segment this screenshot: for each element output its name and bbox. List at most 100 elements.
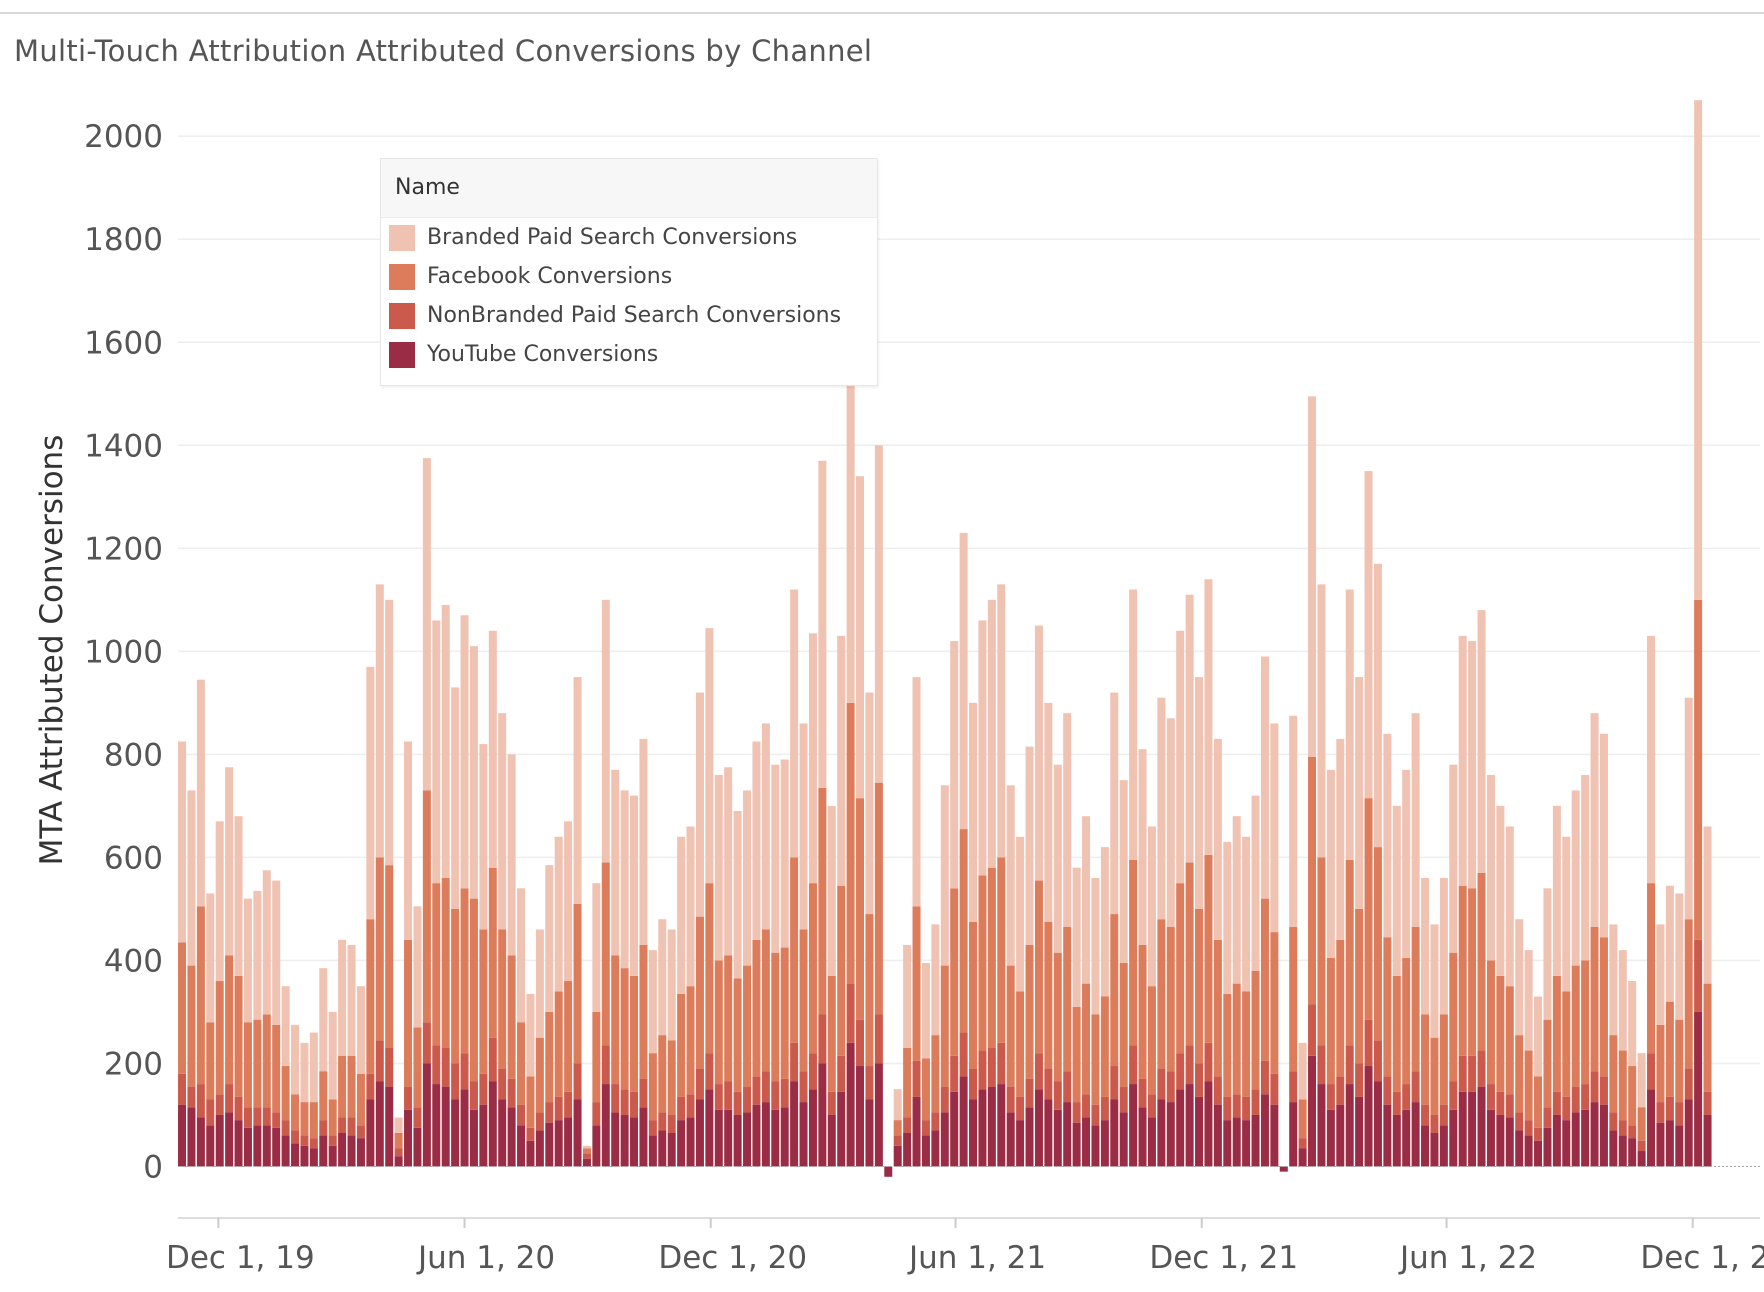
- bar-segment-nonbranded: [761, 1071, 770, 1103]
- bar-segment-branded: [1129, 589, 1138, 860]
- legend-swatch: [389, 303, 415, 329]
- bar-segment-branded: [328, 1011, 337, 1100]
- bar-segment-nonbranded: [385, 1048, 394, 1087]
- bar-segment-youtube: [1665, 1120, 1674, 1167]
- bar-segment-nonbranded: [460, 1053, 469, 1090]
- bar-segment-nonbranded: [413, 1107, 422, 1128]
- bar-segment-facebook: [507, 955, 516, 1079]
- bar-segment-branded: [1402, 769, 1411, 958]
- bar-segment-nonbranded: [987, 1048, 996, 1087]
- bar-segment-nonbranded: [1260, 1060, 1269, 1095]
- bar-segment-nonbranded: [262, 1107, 271, 1126]
- bar-segment-nonbranded: [1185, 1045, 1194, 1085]
- legend-item-nonbranded-paid-search[interactable]: NonBranded Paid Search Conversions: [381, 296, 877, 335]
- legend-item-branded-paid-search[interactable]: Branded Paid Search Conversions: [381, 218, 877, 257]
- bar-segment-facebook: [686, 986, 695, 1095]
- bar-segment-nonbranded: [639, 1078, 648, 1108]
- bar-segment-youtube: [1392, 1114, 1401, 1167]
- bar-segment-nonbranded: [187, 1086, 196, 1108]
- bar-segment-branded: [1703, 826, 1712, 984]
- bar-segment-branded: [1053, 764, 1062, 953]
- bar-segment-youtube: [780, 1107, 789, 1167]
- bar-segment-youtube: [1505, 1117, 1514, 1167]
- bar-segment-facebook: [460, 888, 469, 1054]
- bar-segment-facebook: [846, 702, 855, 984]
- bar-segment-branded: [385, 599, 394, 866]
- bar-segment-branded: [441, 604, 450, 879]
- bar-segment-nonbranded: [1609, 1112, 1618, 1131]
- bar-segment-nonbranded: [1298, 1138, 1307, 1149]
- bar-segment-youtube: [1430, 1133, 1439, 1167]
- bar-segment-nonbranded: [1665, 1096, 1674, 1121]
- bar-segment-branded: [535, 929, 544, 1038]
- bar-segment-nonbranded: [234, 1096, 243, 1121]
- bar-segment-branded: [1628, 981, 1637, 1067]
- bar-segment-facebook: [1439, 1014, 1448, 1105]
- bar-segment-youtube: [479, 1104, 488, 1167]
- bar-segment-youtube: [206, 1125, 215, 1167]
- bar-segment-youtube: [1326, 1109, 1335, 1167]
- bar-segment-youtube: [554, 1120, 563, 1167]
- bar-segment-youtube: [874, 1063, 883, 1167]
- legend-swatch: [389, 264, 415, 290]
- bar-segment-nonbranded: [1006, 1086, 1015, 1113]
- bar-segment-youtube: [1336, 1104, 1345, 1167]
- bar-segment-nonbranded: [1599, 1076, 1608, 1105]
- bar-segment-branded: [987, 599, 996, 868]
- bar-segment-facebook: [262, 1014, 271, 1108]
- bar-segment-facebook: [592, 1011, 601, 1103]
- bar-segment-nonbranded: [1166, 1071, 1175, 1103]
- bar-segment-facebook: [630, 975, 639, 1092]
- bar-segment-youtube: [903, 1133, 912, 1167]
- y-tick-label: 1000: [84, 634, 163, 670]
- bar-segment-branded: [1326, 769, 1335, 958]
- legend-item-youtube[interactable]: YouTube Conversions: [381, 335, 877, 374]
- bar-segment-facebook: [196, 906, 205, 1085]
- bar-segment-nonbranded: [1270, 1073, 1279, 1105]
- bar-segment-facebook: [705, 883, 714, 1054]
- bar-segment-branded: [686, 826, 695, 987]
- bar-segment-facebook: [1458, 885, 1467, 1056]
- bar-segment-facebook: [1317, 857, 1326, 1046]
- bar-segment-nonbranded: [272, 1112, 281, 1128]
- bar-segment-facebook: [620, 968, 629, 1090]
- bar-segment-facebook: [1402, 957, 1411, 1085]
- bar-segment-branded: [206, 893, 215, 1023]
- bar-segment-facebook: [1477, 872, 1486, 1051]
- bar-segment-facebook: [1204, 854, 1213, 1043]
- bar-segment-nonbranded: [997, 1042, 1006, 1085]
- bar-segment-branded: [1336, 738, 1345, 940]
- bar-segment-facebook: [394, 1133, 403, 1149]
- bar-segment-nonbranded: [1515, 1112, 1524, 1131]
- bar-segment-branded: [846, 301, 855, 703]
- bar-segment-facebook: [987, 867, 996, 1049]
- bar-segment-nonbranded: [714, 1084, 723, 1110]
- bar-segment-nonbranded: [1016, 1096, 1025, 1121]
- bar-segment-youtube: [856, 1066, 865, 1167]
- bar-segment-branded: [1590, 713, 1599, 927]
- bar-segment-youtube: [969, 1099, 978, 1167]
- bar-segment-branded: [498, 713, 507, 930]
- bar-segment-facebook: [799, 929, 808, 1072]
- bar-segment-nonbranded: [1430, 1114, 1439, 1134]
- bar-segment-branded: [1599, 733, 1608, 938]
- legend-item-facebook[interactable]: Facebook Conversions: [381, 257, 877, 296]
- bar-segment-branded: [404, 741, 413, 940]
- bar-segment-branded: [1204, 579, 1213, 855]
- bar-segment-youtube: [1468, 1091, 1477, 1167]
- bar-segment-facebook: [1232, 983, 1241, 1095]
- bar-segment-facebook: [714, 960, 723, 1085]
- bar-segment-youtube: [1016, 1120, 1025, 1167]
- bar-segment-branded: [1260, 656, 1269, 899]
- bar-segment-youtube: [1675, 1125, 1684, 1167]
- bar-segment-facebook: [234, 975, 243, 1097]
- bar-segment-nonbranded: [1251, 1089, 1260, 1115]
- bar-segment-branded: [1185, 594, 1194, 863]
- bar-segment-youtube: [328, 1145, 337, 1167]
- legend[interactable]: Name Branded Paid Search Conversions Fac…: [380, 158, 878, 386]
- bar-segment-nonbranded: [1326, 1084, 1335, 1110]
- bar-segment-youtube: [1656, 1122, 1665, 1167]
- bar-segment-facebook: [479, 929, 488, 1074]
- bar-segment-nonbranded: [592, 1102, 601, 1126]
- bar-segment-nonbranded: [1289, 1071, 1298, 1103]
